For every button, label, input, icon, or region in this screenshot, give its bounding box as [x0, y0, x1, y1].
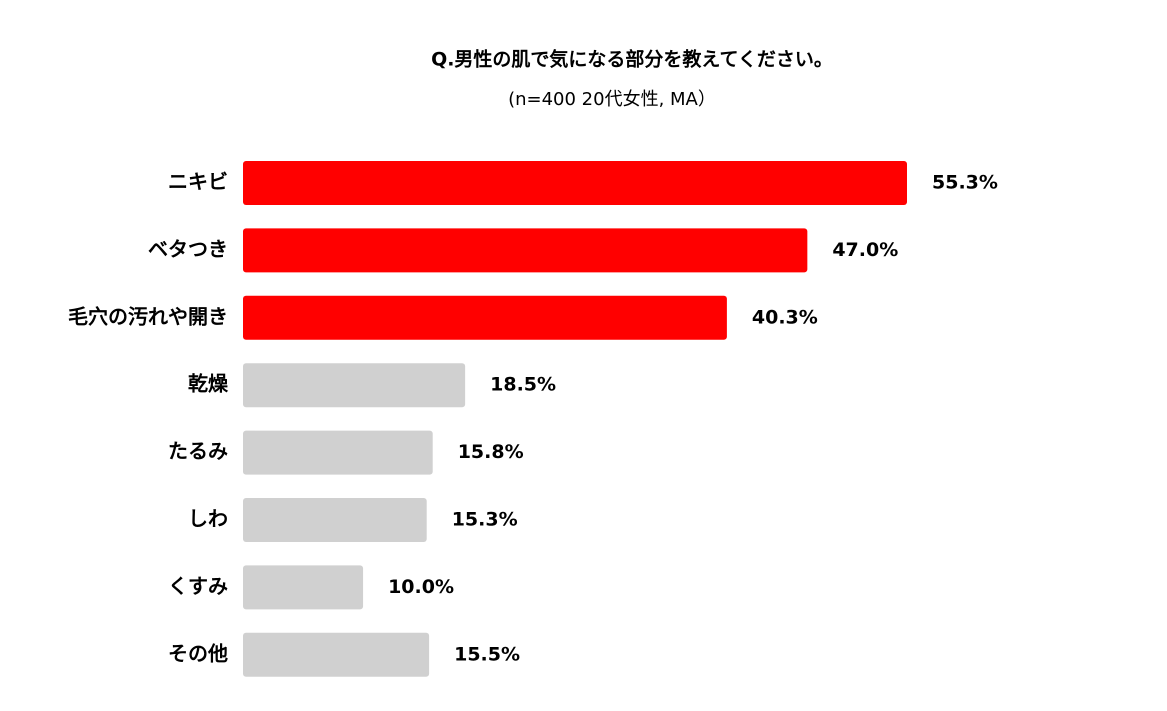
- category-label: 乾燥: [188, 372, 229, 396]
- value-label: 40.3%: [752, 306, 818, 328]
- category-label: たるみ: [168, 439, 228, 463]
- value-label: 15.3%: [452, 509, 518, 531]
- bar: [243, 565, 364, 610]
- category-label: ニキビ: [168, 170, 228, 194]
- category-label: くすみ: [168, 574, 228, 598]
- bar: [243, 632, 430, 677]
- value-label: 47.0%: [832, 239, 898, 261]
- value-label: 15.8%: [458, 441, 524, 463]
- value-label: 10.0%: [388, 576, 454, 598]
- category-label: その他: [168, 641, 228, 665]
- category-label: 毛穴の汚れや開き: [68, 304, 228, 328]
- value-label: 18.5%: [490, 374, 556, 396]
- bar: [243, 295, 727, 340]
- bar: [243, 430, 433, 475]
- chart-title: Q.男性の肌で気になる部分を教えてください。: [431, 48, 833, 71]
- value-label: 55.3%: [932, 172, 998, 194]
- bar: [243, 228, 808, 273]
- chart-subtitle: (n=400 20代女性, MA）: [508, 89, 716, 110]
- bar: [243, 498, 427, 542]
- category-label: ベタつき: [148, 237, 228, 261]
- bar: [243, 363, 466, 408]
- value-label: 15.5%: [454, 643, 520, 665]
- bar: [243, 161, 907, 205]
- category-label: しわ: [188, 507, 228, 531]
